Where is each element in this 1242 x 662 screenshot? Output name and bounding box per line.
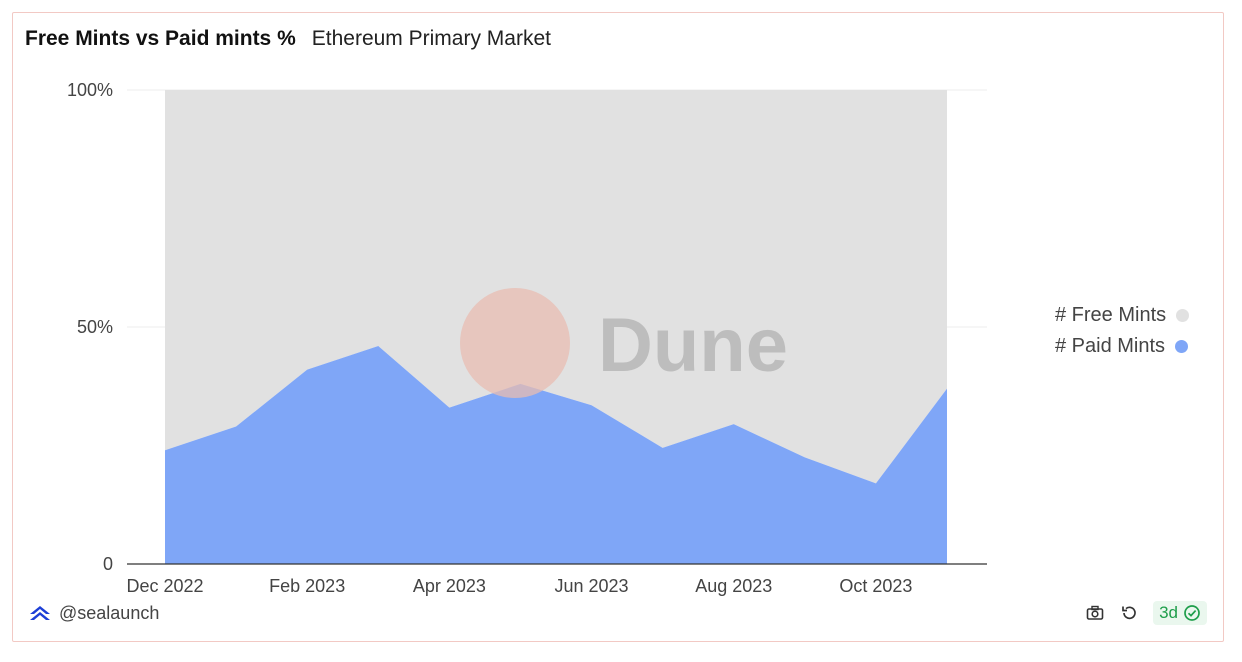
legend-item-paid-mints[interactable]: # Paid Mints	[1055, 331, 1189, 362]
legend-dot-free-mints-icon	[1176, 309, 1190, 322]
chart-title: Free Mints vs Paid mints %	[25, 27, 296, 50]
camera-icon[interactable]	[1085, 603, 1105, 623]
legend-dot-paid-mints-icon	[1175, 340, 1189, 353]
y-tick-label-1: 50%	[77, 317, 113, 337]
legend-item-free-mints[interactable]: # Free Mints	[1055, 300, 1190, 331]
area-series	[165, 90, 947, 564]
legend-label-free-mints: # Free Mints	[1055, 304, 1167, 326]
dune-watermark: Dune	[460, 288, 788, 398]
x-tick-label-5: Oct 2023	[839, 576, 912, 596]
chart-legend: # Free Mints # Paid Mints	[1055, 300, 1190, 362]
refresh-icon[interactable]	[1119, 603, 1139, 623]
chart-header: Free Mints vs Paid mints % Ethereum Prim…	[25, 27, 551, 51]
x-tick-label-0: Dec 2022	[126, 576, 203, 596]
area-chart: Dune 0 50% 100% Dec 2022 Feb 2023 Apr 2023 Jun…	[67, 80, 987, 596]
watermark-text: Dune	[598, 303, 788, 388]
y-tick-label-2: 100%	[67, 80, 113, 100]
axes: 0 50% 100% Dec 2022 Feb 2023 Apr 2023 Jun 2023…	[67, 80, 987, 596]
area-free-mints	[165, 90, 947, 484]
watermark-logo-icon	[460, 288, 570, 398]
author-username: @sealaunch	[59, 603, 160, 623]
x-tick-label-1: Feb 2023	[269, 576, 345, 596]
y-tick-label-0: 0	[103, 554, 113, 574]
area-paid-mints	[165, 345, 947, 564]
footer-actions: 3d	[1085, 601, 1207, 625]
freshness-badge-label: 3d	[1159, 603, 1178, 622]
sealaunch-logo-icon	[30, 605, 50, 620]
x-tick-label-4: Aug 2023	[695, 576, 772, 596]
check-circle-icon	[1184, 605, 1200, 621]
x-tick-label-2: Apr 2023	[413, 576, 486, 596]
chart-card: Free Mints vs Paid mints % Ethereum Prim…	[12, 12, 1224, 642]
author-link[interactable]: @sealaunch	[29, 603, 159, 624]
x-tick-label-3: Jun 2023	[555, 576, 629, 596]
legend-label-paid-mints: # Paid Mints	[1055, 335, 1166, 357]
chart-subtitle: Ethereum Primary Market	[311, 27, 551, 50]
freshness-badge[interactable]: 3d	[1153, 601, 1207, 625]
